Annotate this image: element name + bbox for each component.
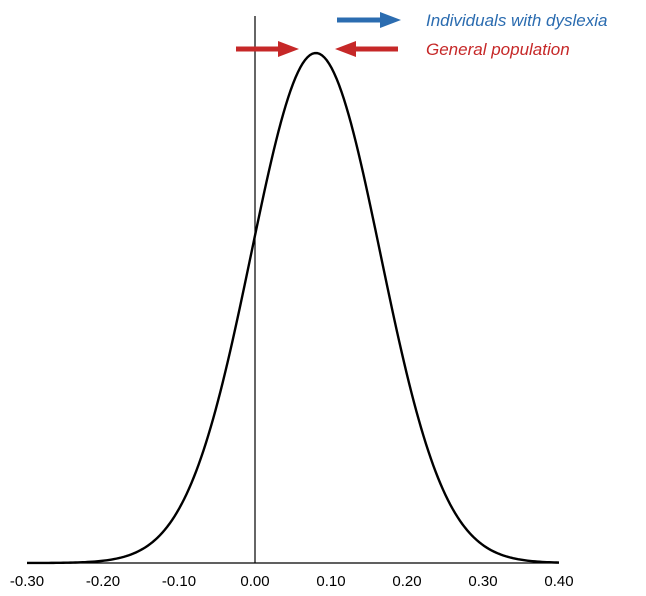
legend-item-dyslexia: Individuals with dyslexia xyxy=(337,11,607,30)
x-tick-label: 0.40 xyxy=(544,573,573,590)
legend: Individuals with dyslexia General popula… xyxy=(236,11,607,59)
legend-arrow-red-right-head xyxy=(335,41,356,57)
x-tick-label: 0.10 xyxy=(316,573,345,590)
x-tick-label: -0.10 xyxy=(162,573,196,590)
legend-arrow-red-left-head xyxy=(278,41,299,57)
legend-label-dyslexia: Individuals with dyslexia xyxy=(426,11,607,30)
x-tick-labels: -0.30 -0.20 -0.10 0.00 0.10 0.20 0.30 0.40 xyxy=(10,573,574,590)
x-tick-label: -0.20 xyxy=(86,573,120,590)
legend-label-general: General population xyxy=(426,40,570,59)
x-tick-label: 0.20 xyxy=(392,573,421,590)
density-curve xyxy=(26,51,560,565)
legend-arrow-blue-head xyxy=(380,12,401,28)
x-tick-label: -0.30 xyxy=(10,573,44,590)
x-tick-label: 0.30 xyxy=(468,573,497,590)
legend-item-general: General population xyxy=(236,40,570,59)
x-tick-label: 0.00 xyxy=(240,573,269,590)
